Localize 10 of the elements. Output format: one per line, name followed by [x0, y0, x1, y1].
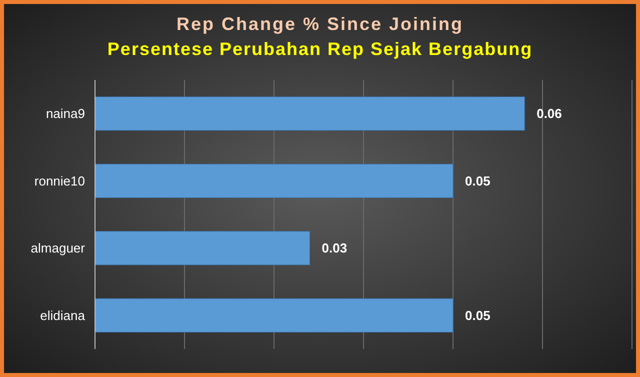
- y-tick-label: naina9: [46, 106, 85, 122]
- data-label: 0.05: [465, 173, 490, 188]
- data-label: 0.05: [465, 308, 490, 323]
- data-label: 0.06: [536, 106, 562, 122]
- data-label: 0.03: [322, 240, 348, 256]
- chart-subtitle: Persentese Perubahan Rep Sejak Bergabung: [107, 39, 533, 59]
- y-tick-label: ronnie10: [34, 173, 85, 188]
- chart-title: Rep Change % Since Joining: [176, 14, 464, 34]
- y-tick-label: elidiana: [40, 308, 86, 323]
- y-tick-label: almaguer: [30, 240, 86, 256]
